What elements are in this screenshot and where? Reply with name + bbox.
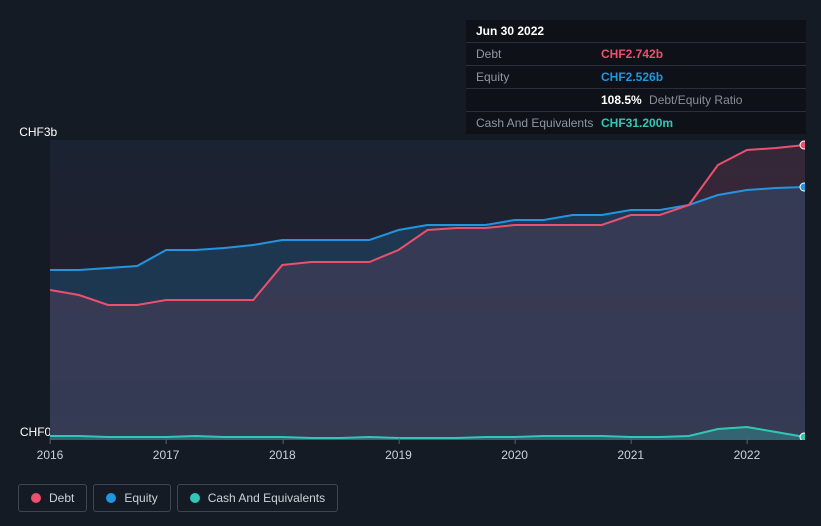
legend-label: Debt: [49, 491, 74, 505]
chart-tooltip: Jun 30 2022 Debt CHF2.742b Equity CHF2.5…: [466, 20, 806, 134]
tooltip-ratio-value: 108.5%: [601, 93, 642, 107]
tooltip-date: Jun 30 2022: [466, 20, 806, 43]
cash-end-marker: [800, 433, 805, 440]
tooltip-label: Cash And Equivalents: [476, 116, 601, 130]
xaxis-tick: 2021: [617, 448, 644, 462]
cash-swatch-icon: [190, 493, 200, 503]
chart-svg[interactable]: [50, 140, 805, 440]
debt-swatch-icon: [31, 493, 41, 503]
equity-end-marker: [800, 183, 805, 191]
tooltip-value: CHF31.200m: [601, 116, 673, 130]
xaxis-tick: 2020: [501, 448, 528, 462]
legend-label: Equity: [124, 491, 157, 505]
tooltip-label: Equity: [476, 70, 601, 84]
tooltip-label: Debt: [476, 47, 601, 61]
yaxis-label-bottom: CHF0: [20, 425, 51, 439]
legend-label: Cash And Equivalents: [208, 491, 325, 505]
tooltip-ratio: 108.5% Debt/Equity Ratio: [601, 93, 742, 107]
tooltip-row-cash: Cash And Equivalents CHF31.200m: [466, 112, 806, 134]
debt-end-marker: [800, 141, 805, 149]
tooltip-value: CHF2.742b: [601, 47, 663, 61]
xaxis-tick: 2016: [37, 448, 64, 462]
legend-item-cash[interactable]: Cash And Equivalents: [177, 484, 338, 512]
tooltip-row-ratio: 108.5% Debt/Equity Ratio: [466, 89, 806, 112]
xaxis: 2016201720182019202020212022: [50, 448, 805, 468]
xaxis-tick: 2018: [269, 448, 296, 462]
tooltip-ratio-label: Debt/Equity Ratio: [649, 93, 742, 107]
tooltip-row-debt: Debt CHF2.742b: [466, 43, 806, 66]
tooltip-row-equity: Equity CHF2.526b: [466, 66, 806, 89]
xaxis-tick: 2022: [734, 448, 761, 462]
xaxis-tick: 2019: [385, 448, 412, 462]
legend-item-debt[interactable]: Debt: [18, 484, 87, 512]
legend-item-equity[interactable]: Equity: [93, 484, 170, 512]
equity-swatch-icon: [106, 493, 116, 503]
chart-legend: Debt Equity Cash And Equivalents: [18, 484, 338, 512]
yaxis-label-top: CHF3b: [19, 125, 57, 139]
xaxis-tick: 2017: [153, 448, 180, 462]
tooltip-value: CHF2.526b: [601, 70, 663, 84]
tooltip-label: [476, 93, 601, 107]
